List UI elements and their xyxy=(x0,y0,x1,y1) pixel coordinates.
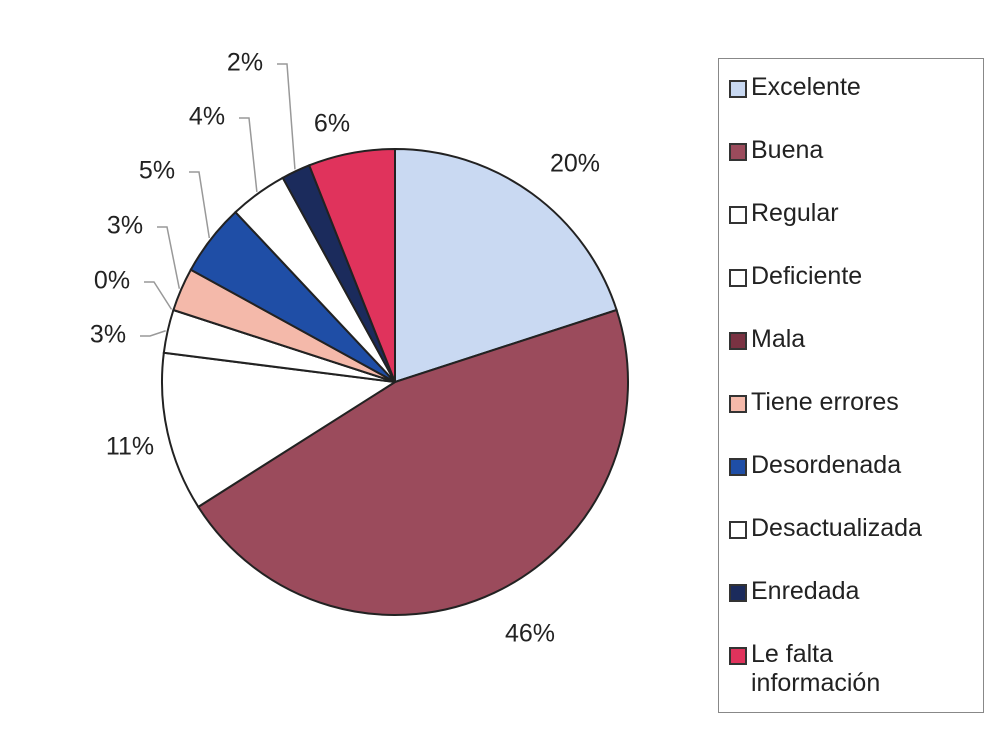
legend-item: Desactualizada xyxy=(729,514,984,543)
legend-label: Le falta información xyxy=(751,640,881,697)
legend-label: Desordenada xyxy=(751,451,902,479)
data-label: 3% xyxy=(90,321,126,349)
legend-label: Buena xyxy=(751,136,824,164)
legend-label: Enredada xyxy=(751,577,860,605)
legend-item: Tiene errores xyxy=(729,388,984,417)
legend-swatch xyxy=(729,206,747,224)
data-label: 4% xyxy=(189,103,225,131)
legend-swatch xyxy=(729,269,747,287)
legend-item: Enredada xyxy=(729,577,984,606)
legend-swatch xyxy=(729,143,747,161)
pie-area: 20% 46% 11% 3% 0% 3% 5% 4%2% 6% xyxy=(90,49,629,648)
legend-label: Mala xyxy=(751,325,806,353)
data-label: 5% xyxy=(139,157,175,185)
legend-item: Mala xyxy=(729,325,984,354)
legend-swatch xyxy=(729,458,747,476)
legend-item: Buena xyxy=(729,136,984,165)
legend-label: Desactualizada xyxy=(751,514,922,542)
leader-line xyxy=(157,226,181,289)
legend-item: Excelente xyxy=(729,73,984,102)
pie-slice xyxy=(394,147,618,384)
data-label: 0% xyxy=(94,267,130,295)
legend-label: Deficiente xyxy=(751,262,863,290)
leader-line xyxy=(144,281,173,310)
legend-label: Regular xyxy=(751,199,839,227)
data-label: 6% xyxy=(314,110,350,138)
pie-slice xyxy=(307,147,396,383)
leader-line xyxy=(140,330,166,337)
data-label: 46% xyxy=(505,620,555,648)
pie-slice xyxy=(196,308,629,616)
leader-line xyxy=(189,171,211,239)
legend-swatch xyxy=(729,80,747,98)
legend-swatch xyxy=(729,647,747,665)
legend-swatch xyxy=(729,584,747,602)
data-label: 20% xyxy=(550,150,600,178)
legend-swatch xyxy=(729,332,747,350)
legend-swatch xyxy=(729,395,747,413)
data-label: 11% xyxy=(106,433,154,461)
data-label: 2% xyxy=(227,49,263,77)
data-label: 3% xyxy=(107,212,143,240)
legend-label: Tiene errores xyxy=(751,388,899,416)
pie-slice xyxy=(161,351,398,509)
legend-item: Regular xyxy=(729,199,984,228)
leader-line xyxy=(239,117,258,192)
legend-item: Deficiente xyxy=(729,262,984,291)
legend-item: Desordenada xyxy=(729,451,984,480)
legend-label: Excelente xyxy=(751,73,861,101)
legend: Excelente Buena Regular Deficiente Mala Tiene… xyxy=(718,58,984,713)
legend-item: Le falta información xyxy=(729,640,984,698)
leader-line xyxy=(277,63,296,170)
legend-swatch xyxy=(729,521,747,539)
